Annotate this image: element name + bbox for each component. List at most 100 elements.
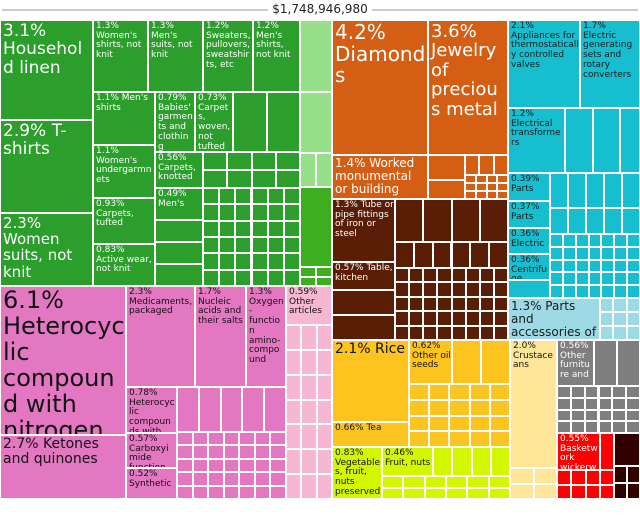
treemap-tile[interactable] (395, 199, 424, 242)
treemap-tile[interactable] (300, 267, 316, 277)
treemap-tile[interactable] (557, 409, 571, 422)
treemap-tile[interactable] (270, 485, 286, 499)
treemap-tile-labeled[interactable]: 3.1% Household linen (0, 20, 93, 120)
treemap-tile[interactable] (465, 282, 480, 297)
treemap-tile[interactable] (510, 468, 534, 484)
treemap-tile[interactable] (203, 170, 228, 188)
treemap-tile[interactable] (617, 340, 640, 386)
treemap-tile[interactable] (251, 220, 268, 237)
treemap-tile[interactable] (409, 415, 430, 432)
treemap-tile[interactable] (601, 246, 615, 260)
treemap-tile[interactable] (395, 296, 410, 312)
treemap-tile[interactable] (475, 183, 487, 191)
treemap-tile[interactable] (469, 431, 490, 447)
treemap-tile[interactable] (219, 269, 236, 286)
treemap-tile-labeled[interactable]: 0.52% Synthetic (126, 468, 177, 499)
treemap-tile[interactable] (562, 259, 576, 273)
treemap-tile[interactable] (489, 242, 508, 268)
treemap-tile[interactable] (626, 326, 640, 340)
treemap-tile[interactable] (270, 472, 286, 486)
treemap-tile[interactable] (451, 325, 466, 340)
treemap-tile[interactable] (533, 483, 557, 499)
treemap-tile[interactable] (300, 276, 316, 286)
treemap-tile[interactable] (497, 183, 508, 191)
treemap-tile-labeled[interactable]: 0.46% Fruit, nuts (382, 447, 433, 476)
treemap-tile[interactable] (465, 183, 476, 191)
treemap-tile[interactable] (584, 421, 599, 433)
treemap-tile[interactable] (223, 445, 240, 459)
treemap-tile-labeled[interactable]: 2.0% Crustaceans (510, 340, 557, 468)
treemap-tile[interactable] (451, 199, 480, 242)
treemap-tile[interactable] (223, 432, 240, 446)
treemap-tile[interactable] (203, 253, 220, 270)
treemap-tile[interactable] (192, 445, 209, 459)
treemap-tile[interactable] (437, 325, 452, 340)
treemap-tile[interactable] (409, 325, 424, 340)
treemap-tile[interactable] (437, 311, 452, 326)
treemap-tile[interactable] (465, 325, 480, 340)
treemap-tile[interactable] (562, 285, 576, 298)
treemap-tile[interactable] (604, 173, 622, 208)
treemap-tile-labeled[interactable]: 2.3% Medicaments, packaged (126, 286, 195, 387)
treemap-tile-labeled[interactable]: 1.2% Men's shirts, not knit (253, 20, 300, 92)
treemap-tile[interactable] (424, 487, 446, 499)
treemap-tile[interactable] (614, 433, 640, 466)
treemap-tile[interactable] (409, 384, 430, 400)
treemap-tile[interactable] (594, 340, 617, 386)
treemap-tile[interactable] (233, 92, 267, 152)
treemap-tile[interactable] (451, 282, 466, 297)
treemap-tile[interactable] (469, 384, 490, 400)
treemap-tile[interactable] (300, 153, 316, 187)
treemap-tile[interactable] (533, 468, 557, 484)
treemap-tile[interactable] (588, 246, 602, 260)
treemap-tile[interactable] (446, 487, 468, 499)
treemap-tile[interactable] (219, 204, 236, 221)
treemap-tile[interactable] (283, 204, 300, 221)
treemap-tile[interactable] (203, 269, 220, 286)
treemap-tile[interactable] (316, 349, 332, 375)
treemap-tile-labeled[interactable]: 1.3% Tube or pipe fittings of iron or st… (332, 199, 395, 262)
treemap-tile[interactable] (227, 170, 252, 188)
treemap-tile-labeled[interactable]: 0.39% Parts (508, 173, 550, 201)
treemap-tile[interactable] (428, 155, 465, 180)
treemap-tile[interactable] (586, 173, 604, 208)
treemap-tile[interactable] (254, 472, 271, 486)
treemap-tile-labeled[interactable]: 1.3% Men's suits, not knit (148, 20, 203, 92)
treemap-tile[interactable] (599, 484, 614, 499)
treemap-tile[interactable] (449, 431, 470, 447)
treemap-tile[interactable] (275, 170, 300, 188)
treemap-tile[interactable] (570, 409, 585, 422)
treemap-tile-labeled[interactable]: 3.6% Jewelry of precious metal (428, 20, 508, 155)
treemap-tile[interactable] (239, 472, 255, 486)
treemap-tile[interactable] (486, 175, 498, 183)
treemap-tile[interactable] (395, 242, 414, 268)
treemap-tile-labeled[interactable]: 1.1% Women's undergarmnets (93, 145, 155, 198)
treemap-tile[interactable] (316, 449, 332, 475)
treemap-tile[interactable] (198, 387, 221, 432)
treemap-tile[interactable] (550, 285, 563, 298)
treemap-tile[interactable] (584, 409, 599, 422)
treemap-tile[interactable] (286, 474, 302, 499)
treemap-tile[interactable] (613, 298, 627, 312)
treemap-tile[interactable] (270, 445, 286, 459)
treemap-tile[interactable] (465, 191, 476, 199)
treemap-tile[interactable] (242, 387, 265, 432)
treemap-tile[interactable] (471, 447, 491, 476)
treemap-tile-labeled[interactable]: 1.3% Parts and accessories of the motor (508, 298, 600, 340)
treemap-tile[interactable] (489, 384, 510, 400)
treemap-tile[interactable] (301, 449, 317, 475)
treemap-tile[interactable] (446, 476, 468, 488)
treemap-tile[interactable] (316, 424, 332, 450)
treemap-tile[interactable] (219, 220, 236, 237)
treemap-tile-labeled[interactable]: 1.4% Worked monumental or building (332, 155, 428, 199)
treemap-tile[interactable] (235, 188, 252, 205)
treemap-tile[interactable] (612, 421, 627, 433)
treemap-tile[interactable] (588, 272, 602, 286)
treemap-tile[interactable] (251, 188, 268, 205)
treemap-tile[interactable] (267, 188, 284, 205)
treemap-tile[interactable] (423, 325, 438, 340)
treemap-tile[interactable] (429, 384, 450, 400)
treemap-tile[interactable] (267, 269, 284, 286)
treemap-tile[interactable] (395, 282, 410, 297)
treemap-tile-labeled[interactable]: 0.93% Carpets, tufted (93, 198, 155, 244)
